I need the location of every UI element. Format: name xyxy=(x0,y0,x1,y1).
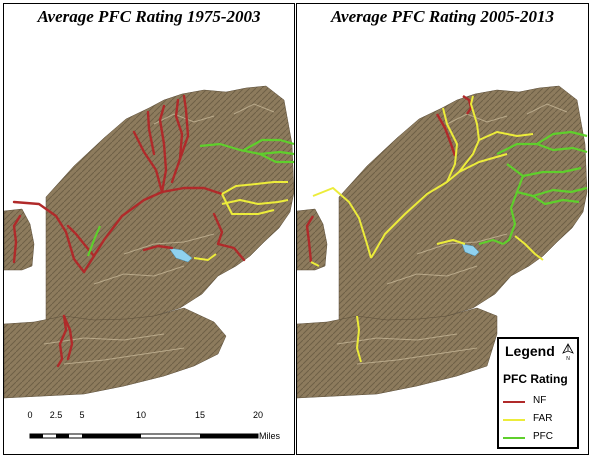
far-streams xyxy=(310,95,544,363)
scale-tick-label: 10 xyxy=(135,410,147,420)
scale-units: Miles xyxy=(259,431,281,441)
far-streams xyxy=(193,181,289,261)
scale-tick-label: 2.5 xyxy=(49,410,63,420)
legend-item-pfc: PFC xyxy=(503,431,579,445)
legend-subtitle: PFC Rating xyxy=(503,372,568,386)
legend-title: Legend xyxy=(505,343,555,359)
right-map-title: Average PFC Rating 2005-2013 xyxy=(330,7,555,26)
legend-swatch-far xyxy=(503,419,525,421)
legend-item-label: FAR xyxy=(533,413,553,424)
scale-tick-label: 5 xyxy=(79,410,85,420)
pfc-streams xyxy=(86,138,294,257)
right-map-panel: Average PFC Rating 2005-2013 xyxy=(296,3,589,455)
pfc-streams xyxy=(478,130,588,246)
left-map-svg xyxy=(4,85,294,399)
hillshade-ridges xyxy=(43,103,275,365)
terrain-west xyxy=(297,208,328,271)
legend-item-nf: NF xyxy=(503,395,579,409)
legend-box: Legend N PFC Rating NF FAR PFC xyxy=(497,337,579,449)
legend-swatch-nf xyxy=(503,401,525,403)
left-map-panel: Average PFC Rating 1975-2003 xyxy=(3,3,295,455)
terrain-south xyxy=(4,307,227,399)
scale-tick-label: 20 xyxy=(252,410,264,420)
right-map-svg xyxy=(297,85,588,399)
legend-item-label: NF xyxy=(533,395,547,406)
legend-item-label: PFC xyxy=(533,431,553,442)
nf-streams xyxy=(12,94,246,368)
scale-tick-label: 0 xyxy=(27,410,33,420)
lake xyxy=(461,243,480,257)
north-arrow-icon: N xyxy=(562,343,574,361)
terrain-west xyxy=(4,208,35,271)
legend-item-far: FAR xyxy=(503,413,579,427)
lake xyxy=(168,247,193,263)
scale-bar: 0 2.5 5 10 15 20 Miles xyxy=(24,410,286,450)
scale-bar-graphic xyxy=(29,433,259,439)
terrain-south xyxy=(297,307,498,399)
left-map-title: Average PFC Rating 1975-2003 xyxy=(37,7,261,26)
north-label: N xyxy=(566,356,570,361)
scale-tick-label: 15 xyxy=(194,410,206,420)
legend-swatch-pfc xyxy=(503,437,525,439)
